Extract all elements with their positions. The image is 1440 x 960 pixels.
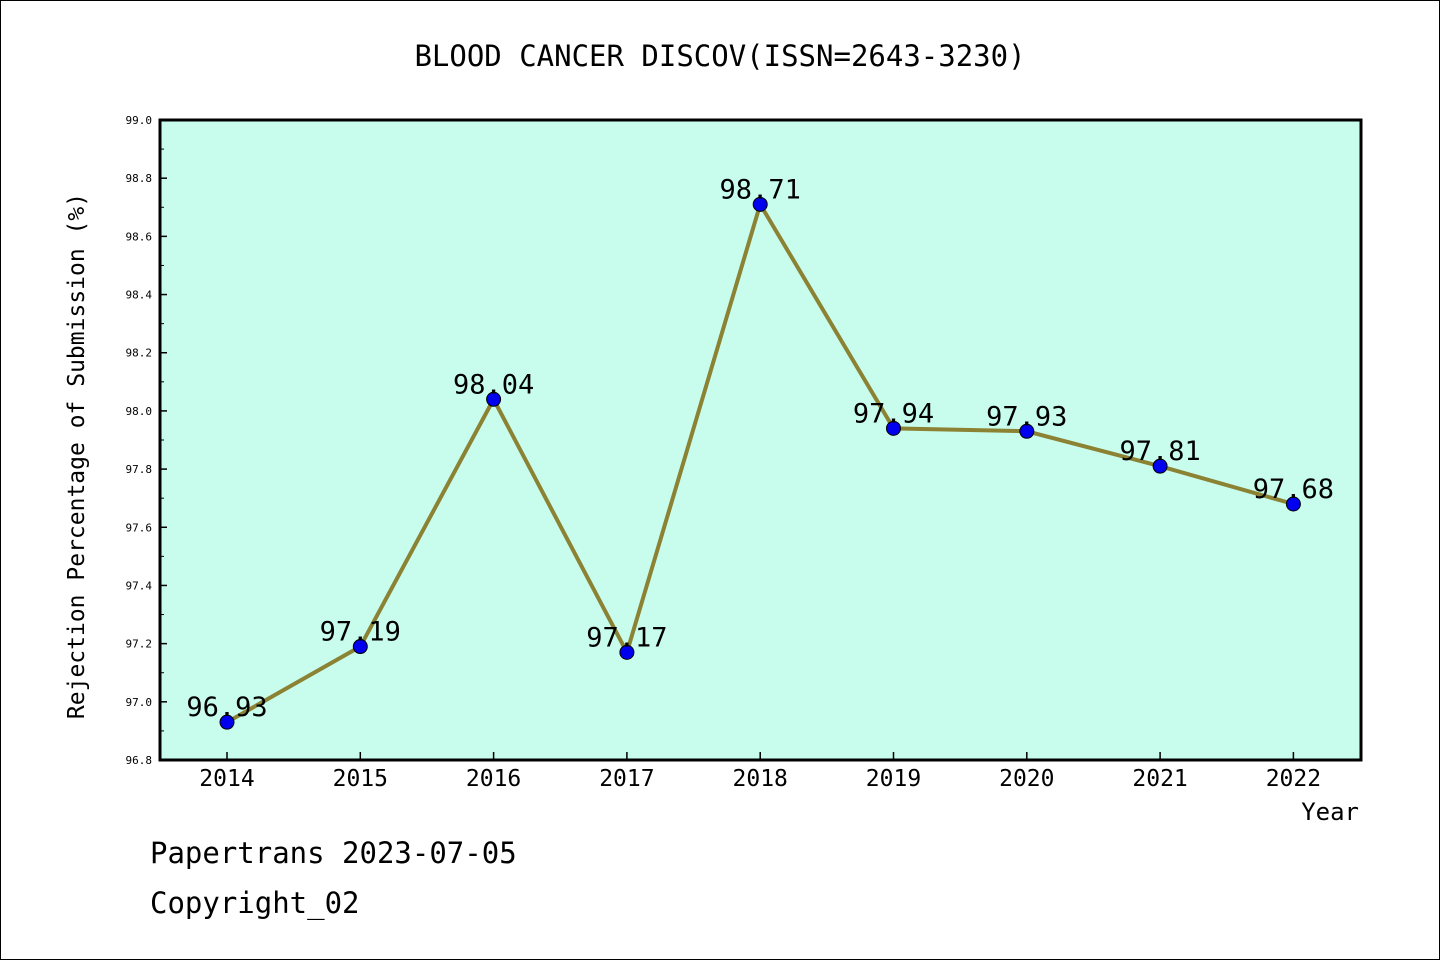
data-point	[1152, 458, 1168, 474]
footer-date: Papertrans 2023-07-05	[150, 836, 517, 870]
data-point	[1285, 496, 1301, 512]
x-tick-label: 2014	[199, 766, 254, 792]
y-tick-label: 97.0	[126, 696, 153, 709]
y-axis-label: Rejection Percentage of Submission (%)	[64, 193, 90, 719]
y-axis: 96.8 97.0 97.2 97.4 97.6 97.8 98.0 98.2 98.4 98.6…	[126, 114, 167, 767]
y-tick-label: 98.0	[126, 405, 153, 418]
x-tick-label: 2017	[599, 766, 654, 792]
data-point	[886, 420, 901, 436]
y-tick-label: 98.4	[126, 289, 153, 302]
y-tick-label: 97.6	[126, 521, 153, 534]
x-tick-label: 2018	[733, 766, 788, 792]
x-tick-label: 2019	[866, 766, 921, 792]
x-axis-label: Year	[1301, 798, 1359, 826]
data-point	[619, 644, 635, 660]
data-point	[219, 714, 235, 730]
plot-border	[158, 118, 1363, 762]
data-point	[1019, 423, 1035, 439]
data-label: 97.68	[1253, 474, 1334, 505]
x-tick-label: 2015	[333, 766, 388, 792]
data-point	[352, 639, 368, 655]
data-labels: 96.93 97.19 98.04 97.17 98.71 97.94 97.93 97.81…	[186, 174, 1334, 723]
x-axis: 2014 2015 2016 2017 2018 2019 2020 2021 2022	[199, 752, 1321, 792]
data-label: 96.93	[186, 692, 267, 723]
data-label: 97.93	[986, 401, 1067, 432]
y-tick-label: 98.2	[126, 347, 153, 360]
y-tick-label: 97.2	[126, 638, 153, 651]
y-tick-label: 98.8	[126, 172, 153, 185]
y-tick-label: 98.6	[126, 230, 153, 243]
chart-title: BLOOD CANCER DISCOV(ISSN=2643-3230)	[414, 39, 1025, 73]
x-tick-label: 2021	[1132, 766, 1187, 792]
y-tick-label: 97.4	[126, 579, 153, 592]
y-tick-label: 96.8	[126, 754, 153, 767]
x-tick-label: 2020	[999, 766, 1054, 792]
y-tick-label: 99.0	[126, 114, 153, 127]
x-tick-label: 2022	[1266, 766, 1321, 792]
data-label: 97.94	[853, 398, 934, 429]
y-tick-label: 97.8	[126, 463, 153, 476]
data-label: 97.17	[586, 622, 667, 653]
data-point	[486, 391, 502, 407]
series-markers	[219, 196, 1301, 730]
footer-copyright: Copyright_02	[150, 886, 360, 920]
data-label: 98.04	[453, 369, 534, 400]
data-point	[752, 196, 768, 212]
data-label: 97.81	[1119, 436, 1200, 467]
data-label: 97.19	[320, 617, 401, 648]
data-label: 98.71	[720, 174, 801, 205]
x-tick-label: 2016	[466, 766, 521, 792]
